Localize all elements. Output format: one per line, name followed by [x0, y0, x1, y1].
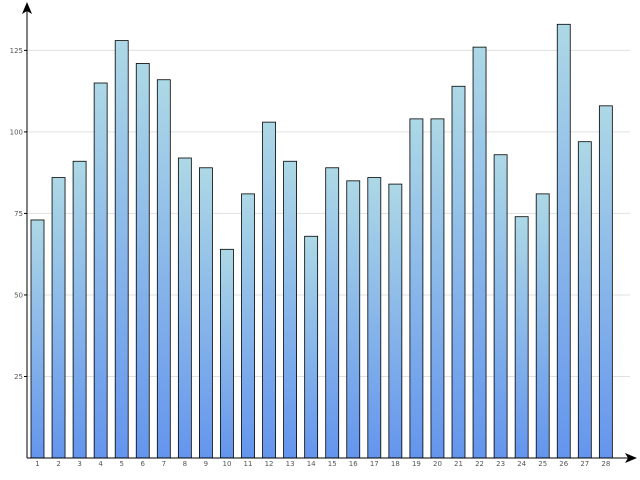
x-tick-label: 20 [433, 460, 442, 468]
x-tick-label: 10 [222, 460, 231, 468]
x-tick-label: 21 [454, 460, 463, 468]
x-tick-label: 17 [370, 460, 379, 468]
y-axis-arrow-icon [22, 2, 32, 14]
bar-15 [325, 167, 340, 459]
bar-10 [220, 248, 234, 459]
bar-26 [556, 23, 571, 459]
x-axis-arrow-icon [625, 453, 637, 463]
bar-6 [135, 63, 150, 459]
x-tick-label: 28 [601, 460, 610, 468]
bar-23 [493, 154, 508, 459]
x-tick-label: 1 [35, 460, 39, 468]
bar-13 [283, 160, 298, 459]
bar-17 [367, 177, 382, 459]
x-tick-label: 25 [538, 460, 547, 468]
bars [30, 23, 613, 459]
bar-20 [430, 118, 445, 459]
x-tick-label: 3 [77, 460, 81, 468]
bar-27 [577, 141, 592, 459]
bar-4 [93, 82, 108, 459]
y-tick-labels: 25 50 75 100 125 [10, 47, 27, 381]
bar-16 [346, 180, 361, 459]
x-tick-label: 2 [56, 460, 60, 468]
x-tick-label: 13 [286, 460, 295, 468]
axes [22, 2, 637, 463]
bar-7 [156, 79, 171, 459]
x-tick-label: 23 [496, 460, 505, 468]
y-tick-label: 100 [10, 128, 23, 136]
x-tick-label: 8 [183, 460, 187, 468]
x-tick-label: 12 [265, 460, 274, 468]
bar-5 [114, 40, 129, 459]
y-tick-label: 25 [14, 373, 23, 381]
x-tick-label: 16 [349, 460, 358, 468]
bar-14 [304, 235, 319, 459]
x-tick-label: 24 [517, 460, 526, 468]
y-tick-label: 75 [14, 210, 23, 218]
x-tick-label: 4 [98, 460, 103, 468]
x-tick-label: 5 [119, 460, 123, 468]
x-tick-label: 14 [307, 460, 316, 468]
bar-11 [241, 193, 255, 459]
bar-28 [598, 105, 613, 459]
x-tick-label: 27 [580, 460, 589, 468]
x-tick-label: 9 [204, 460, 208, 468]
bar-22 [472, 46, 487, 459]
bar-25 [535, 193, 550, 459]
x-tick-label: 7 [162, 460, 166, 468]
x-tick-label: 26 [559, 460, 568, 468]
bar-12 [262, 121, 276, 459]
bar-21 [451, 85, 466, 459]
y-tick-label: 50 [14, 291, 23, 299]
bar-24 [514, 216, 529, 459]
bar-19 [409, 118, 424, 459]
x-tick-labels: 1 2 3 4 5 6 7 8 9 10 11 12 13 14 15 16 17 18 19 20 21 22 23 24 2… [35, 460, 610, 468]
bar-18 [388, 183, 403, 459]
x-tick-label: 6 [141, 460, 146, 468]
x-tick-label: 18 [391, 460, 400, 468]
x-tick-label: 19 [412, 460, 421, 468]
bar-8 [177, 157, 192, 459]
x-tick-label: 11 [244, 460, 253, 468]
bar-2 [51, 177, 66, 459]
bar-3 [72, 160, 87, 459]
bar-9 [198, 167, 213, 459]
y-tick-label: 125 [10, 47, 23, 55]
x-tick-label: 22 [475, 460, 484, 468]
x-tick-label: 15 [328, 460, 337, 468]
bar-1 [30, 219, 45, 459]
